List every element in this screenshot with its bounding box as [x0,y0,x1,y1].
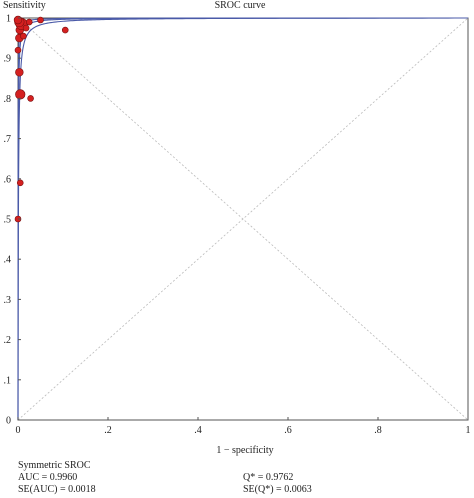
x-tick-label: .8 [374,425,382,436]
diagonal-lines [17,17,469,421]
x-tick-label: .4 [194,425,202,436]
tick-labels: 0 .1 .2 .3 .4 .5 .6 .7 .8 .9 1 0 .2 .4 .6 .8 1 [4,14,471,437]
y-tick-label: .7 [4,134,12,145]
x-tick-label: .6 [284,425,292,436]
study-point [16,179,24,187]
study-point [22,24,30,32]
y-tick-label: 0 [6,416,11,427]
x-tick-label: 0 [16,425,21,436]
x-axis-title: 1 − specificity [216,445,274,456]
se-q-star-value: SE(Q*) = 0.0063 [243,484,312,495]
y-tick-label: .6 [4,174,12,185]
y-tick-label: .8 [4,94,12,105]
study-point [61,26,69,34]
x-tick-label: .2 [104,425,112,436]
y-tick-label: .5 [4,215,12,226]
study-point [13,15,23,25]
study-point [14,46,22,54]
y-tick-label: 1 [6,14,11,25]
study-point [20,32,27,40]
stats-heading: Symmetric SROC [18,460,91,471]
study-point [15,68,24,77]
x-tick-label: 1 [466,425,471,436]
y-tick-label: .9 [4,54,12,65]
study-point [37,16,44,24]
anti-diagonal-line [17,17,469,421]
study-point [15,89,26,100]
y-tick-label: .2 [4,335,12,346]
study-point [27,95,34,102]
y-axis-title: Sensitivity [3,0,46,11]
se-auc-value: SE(AUC) = 0.0018 [18,484,96,495]
study-points [13,15,69,223]
y-tick-label: .1 [4,375,12,386]
chart-title: SROC curve [214,0,266,11]
y-tick-label: .3 [4,295,12,306]
study-point [25,18,33,26]
stats-panel: Symmetric SROC AUC = 0.9960 SE(AUC) = 0.… [18,460,468,496]
y-tick-label: .4 [4,255,12,266]
q-star-value: Q* = 0.9762 [243,472,294,483]
auc-value: AUC = 0.9960 [18,472,78,483]
